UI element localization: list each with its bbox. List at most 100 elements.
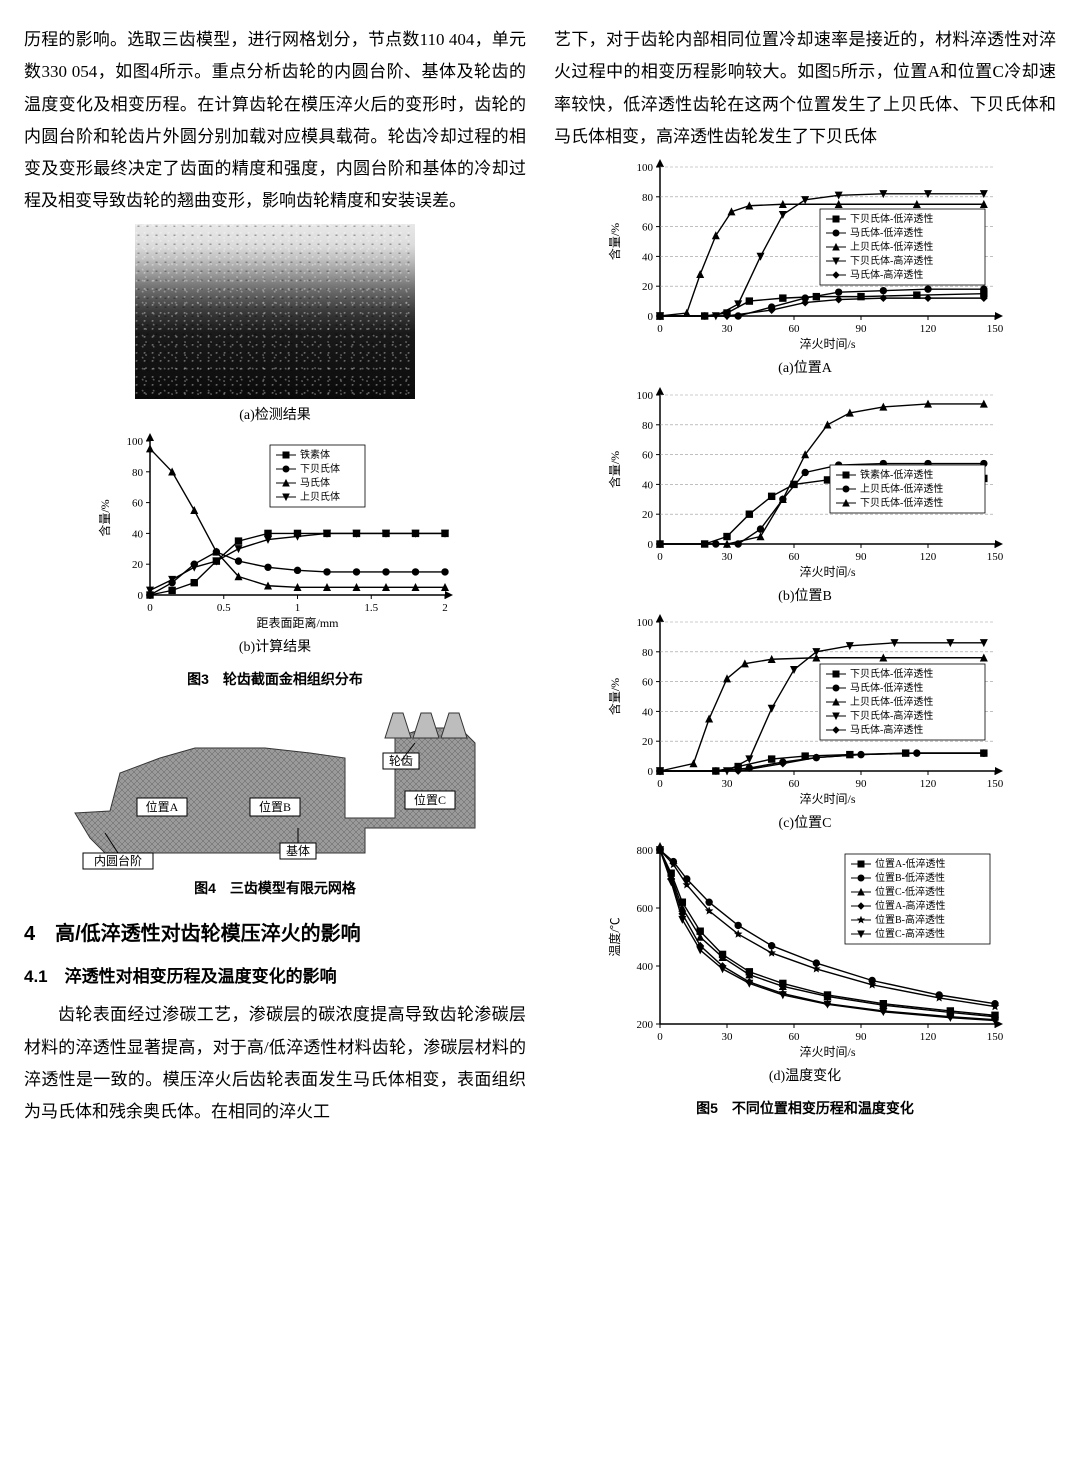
svg-text:30: 30 [722,778,734,790]
svg-text:100: 100 [127,436,144,448]
fig5-title: 图5 不同位置相变历程和温度变化 [554,1095,1056,1122]
svg-text:淬火时间/s: 淬火时间/s [799,791,855,806]
svg-text:铁素体-低淬透性: 铁素体-低淬透性 [860,468,933,481]
sec4-title: 高/低淬透性对齿轮模压淬火的影响 [55,923,361,945]
svg-text:100: 100 [637,162,654,174]
svg-text:40: 40 [642,479,654,491]
svg-text:120: 120 [920,1031,937,1043]
svg-text:150: 150 [987,1031,1004,1043]
svg-text:60: 60 [789,1031,801,1043]
svg-text:马氏体-低淬透性: 马氏体-低淬透性 [850,681,923,694]
section-4-1-heading: 4.1 淬透性对相变历程及温度变化的影响 [24,961,526,993]
fig5-chart-b: 0306090120150020406080100淬火时间/s含量/%铁素体-低… [605,387,1005,582]
fig3: (a)检测结果 00.511.52020406080100距表面距离/mm含量/… [24,224,526,901]
svg-text:40: 40 [132,529,144,541]
svg-text:80: 80 [132,467,144,479]
fig4-diagram: 位置A位置B位置C轮齿基体内圆台阶 [65,703,485,873]
svg-text:位置C-低淬透性: 位置C-低淬透性 [875,885,945,898]
svg-text:60: 60 [642,677,654,689]
svg-text:400: 400 [637,961,654,973]
svg-text:上贝氏体-低淬透性: 上贝氏体-低淬透性 [850,240,933,253]
svg-text:200: 200 [637,1019,654,1031]
svg-text:上贝氏体-低淬透性: 上贝氏体-低淬透性 [860,482,943,495]
svg-text:90: 90 [856,551,868,563]
svg-text:30: 30 [722,323,734,335]
svg-text:800: 800 [637,845,654,857]
svg-text:80: 80 [642,192,654,204]
svg-text:60: 60 [789,778,801,790]
svg-text:150: 150 [987,778,1004,790]
svg-text:下贝氏体: 下贝氏体 [300,463,340,475]
svg-text:0.5: 0.5 [217,602,231,614]
svg-text:30: 30 [722,551,734,563]
svg-text:150: 150 [987,551,1004,563]
svg-text:0: 0 [648,539,654,551]
fig5-chart-c: 0306090120150020406080100淬火时间/s含量/%下贝氏体-… [605,614,1005,809]
fig3-cap-b: (b)计算结果 [24,635,526,662]
svg-text:位置B-高淬透性: 位置B-高淬透性 [875,913,945,926]
fig3-micrograph [135,224,415,399]
fig3-chart-b: 00.511.52020406080100距表面距离/mm含量/%铁素体下贝氏体… [95,433,455,633]
page: 历程的影响。选取三齿模型，进行网格划分，节点数110 404，单元数330 05… [24,24,1056,1133]
svg-text:下贝氏体-高淬透性: 下贝氏体-高淬透性 [850,709,933,722]
fig5-cap-c: (c)位置C [554,811,1056,838]
svg-text:温度/℃: 温度/℃ [607,917,622,956]
svg-text:下贝氏体-低淬透性: 下贝氏体-低淬透性 [850,212,933,225]
svg-text:马氏体-低淬透性: 马氏体-低淬透性 [850,226,923,239]
svg-text:含量/%: 含量/% [607,223,622,260]
fig5-cap-a: (a)位置A [554,356,1056,383]
svg-text:120: 120 [920,551,937,563]
svg-text:1.5: 1.5 [364,602,378,614]
svg-text:100: 100 [637,617,654,629]
fig5-cap-d: (d)温度变化 [554,1064,1056,1091]
svg-text:含量/%: 含量/% [97,500,112,537]
svg-text:位置A: 位置A [146,798,179,813]
svg-text:下贝氏体-低淬透性: 下贝氏体-低淬透性 [850,667,933,680]
svg-text:0: 0 [138,590,144,602]
svg-text:20: 20 [642,509,654,521]
svg-text:马氏体-高淬透性: 马氏体-高淬透性 [850,268,923,281]
right-column: 艺下，对于齿轮内部相同位置冷却速率是接近的，材料淬透性对淬火过程中的相变历程影响… [554,24,1056,1133]
svg-text:120: 120 [920,323,937,335]
svg-text:铁素体: 铁素体 [300,448,330,461]
left-para-2: 齿轮表面经过渗碳工艺，渗碳层的碳浓度提高导致齿轮渗碳层材料的淬透性显著提高，对于… [24,999,526,1128]
svg-text:位置C-高淬透性: 位置C-高淬透性 [875,927,945,940]
svg-text:淬火时间/s: 淬火时间/s [799,1044,855,1059]
svg-text:淬火时间/s: 淬火时间/s [799,336,855,351]
svg-text:600: 600 [637,903,654,915]
fig5-chart-a: 0306090120150020406080100淬火时间/s含量/%下贝氏体-… [605,159,1005,354]
sec4-num: 4 [24,923,35,945]
svg-text:0: 0 [657,323,663,335]
svg-text:基体: 基体 [286,843,310,857]
svg-text:80: 80 [642,647,654,659]
svg-text:20: 20 [642,737,654,749]
svg-text:位置C: 位置C [414,791,446,806]
fig5-chart-d: 0306090120150200400600800淬火时间/s温度/℃位置A-低… [605,842,1005,1062]
fig4-title: 图4 三齿模型有限元网格 [24,875,526,902]
svg-text:100: 100 [637,390,654,402]
fig5-cap-b: (b)位置B [554,584,1056,611]
right-para-1: 艺下，对于齿轮内部相同位置冷却速率是接近的，材料淬透性对淬火过程中的相变历程影响… [554,24,1056,153]
svg-text:含量/%: 含量/% [607,451,622,488]
svg-text:位置A-高淬透性: 位置A-高淬透性 [875,899,946,912]
svg-text:含量/%: 含量/% [607,678,622,715]
svg-text:60: 60 [132,498,144,510]
svg-text:20: 20 [642,281,654,293]
svg-text:150: 150 [987,323,1004,335]
svg-text:120: 120 [920,778,937,790]
svg-text:60: 60 [642,449,654,461]
svg-text:60: 60 [642,222,654,234]
svg-text:40: 40 [642,252,654,264]
svg-text:内圆台阶: 内圆台阶 [94,852,142,867]
section-4-heading: 4 高/低淬透性对齿轮模压淬火的影响 [24,915,526,953]
svg-text:90: 90 [856,778,868,790]
svg-text:0: 0 [648,766,654,778]
svg-text:下贝氏体-高淬透性: 下贝氏体-高淬透性 [850,254,933,267]
svg-text:淬火时间/s: 淬火时间/s [799,564,855,579]
svg-text:60: 60 [789,551,801,563]
svg-text:位置A-低淬透性: 位置A-低淬透性 [875,857,946,870]
svg-text:0: 0 [648,311,654,323]
svg-text:0: 0 [147,602,153,614]
fig3-cap-a: (a)检测结果 [24,403,526,430]
svg-text:0: 0 [657,1031,663,1043]
